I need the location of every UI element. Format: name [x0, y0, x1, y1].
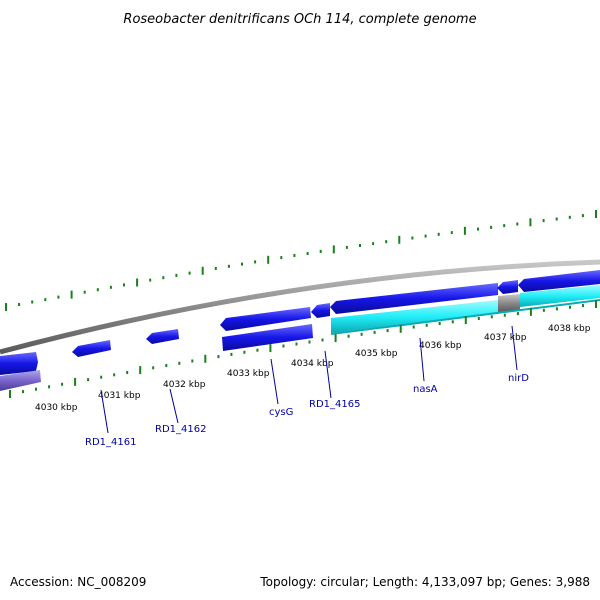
gene-label: cysG — [269, 407, 293, 418]
cds-reverse-cysg — [222, 324, 313, 351]
rna-cyan-4038 — [520, 285, 600, 307]
feature-purple — [0, 370, 41, 391]
genome-backbone — [0, 259, 600, 355]
cds-forward-4038 — [518, 270, 600, 292]
kbp-labels: 4030 kbp 4031 kbp 4032 kbp 4033 kbp 4034… — [35, 324, 591, 413]
gene-label: nasA — [413, 384, 438, 395]
kbp-label: 4038 kbp — [548, 324, 591, 334]
map-title: Roseobacter denitrificans OCh 114, compl… — [123, 12, 476, 27]
outer-ticks — [5, 210, 597, 311]
kbp-label: 4032 kbp — [163, 380, 206, 390]
gene-label: RD1_4162 — [155, 424, 206, 435]
inner-ticks — [9, 300, 597, 398]
cds-forward-cysg — [220, 307, 311, 331]
cds-forward-nird — [497, 280, 518, 294]
kbp-label: 4034 kbp — [291, 359, 334, 369]
kbp-label: 4037 kbp — [484, 333, 527, 343]
cds-forward-nasa — [330, 283, 498, 314]
gene-leader-lines — [100, 325, 518, 434]
accession-text: Accession: NC_008209 — [10, 575, 146, 589]
cds-forward-rd1-4161 — [72, 340, 111, 357]
feature-gray-nird — [498, 294, 520, 312]
forward-strand-features — [0, 270, 600, 375]
kbp-label: 4036 kbp — [419, 341, 462, 351]
rna-cyan-nasa — [331, 300, 499, 333]
kbp-label: 4035 kbp — [355, 349, 398, 359]
gene-label: RD1_4165 — [309, 399, 360, 410]
gene-label: nirD — [508, 373, 529, 384]
gene-label: RD1_4161 — [85, 437, 136, 448]
summary-text: Topology: circular; Length: 4,133,097 bp… — [259, 575, 590, 589]
kbp-label: 4031 kbp — [98, 391, 141, 401]
cds-forward-4030 — [0, 352, 38, 375]
kbp-label: 4033 kbp — [227, 369, 270, 379]
cds-forward-4034 — [311, 303, 330, 318]
cds-forward-rd1-4162 — [146, 329, 179, 344]
gene-labels: RD1_4161 RD1_4162 cysG RD1_4165 nasA nir… — [85, 373, 529, 448]
kbp-label: 4030 kbp — [35, 403, 78, 413]
